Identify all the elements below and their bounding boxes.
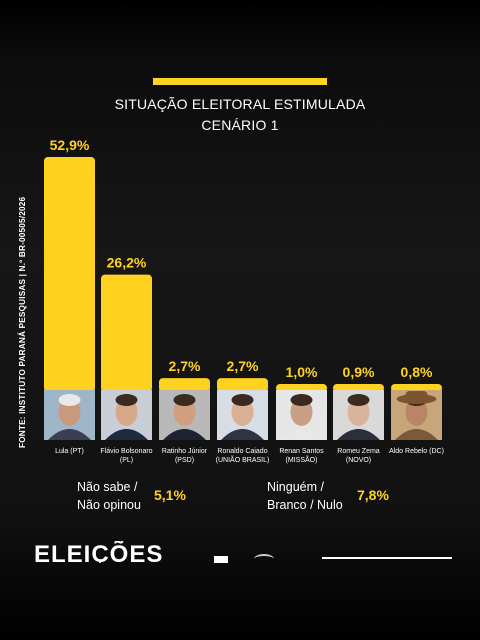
candidate-photo-5 — [333, 390, 384, 440]
photo-shoulders-1 — [105, 429, 148, 440]
extra-label-nao-sabe: Não sabe / Não opinou — [77, 478, 141, 514]
footer-divider — [322, 557, 452, 559]
value-label-0: 52,9% — [50, 137, 90, 153]
category-label-0: Lula (PT) — [55, 448, 84, 455]
photo-hair-0 — [58, 394, 81, 406]
photo-hair-3 — [231, 394, 254, 406]
candidate-photo-1 — [101, 390, 152, 440]
category-label-6: Aldo Rebelo (DC) — [389, 448, 444, 455]
category-label-3: Ronaldo Caiado — [217, 448, 267, 455]
photo-hat-crown-6 — [405, 391, 428, 400]
value-label-3: 2,7% — [227, 358, 259, 374]
value-label-5: 0,9% — [343, 364, 375, 380]
bar-1 — [101, 274, 152, 392]
extra-value-ninguem: 7,8% — [357, 487, 389, 503]
accent-bar — [153, 78, 327, 85]
category-sublabel-2: (PSD) — [175, 457, 194, 464]
value-label-6: 0,8% — [401, 364, 433, 380]
value-label-1: 26,2% — [107, 255, 147, 271]
photo-hair-1 — [115, 394, 138, 406]
photo-hair-2 — [173, 394, 196, 406]
candidate-photo-4 — [276, 390, 327, 440]
photo-shoulders-2 — [163, 429, 206, 440]
photo-shoulders-3 — [221, 429, 264, 440]
candidate-photo-2 — [159, 390, 210, 440]
photo-shoulders-0 — [48, 429, 91, 440]
category-sublabel-4: (MISSÃO) — [286, 455, 318, 464]
footer-mark-icon — [254, 554, 274, 564]
category-label-2: Ratinho Júnior — [162, 448, 208, 455]
bar-0 — [44, 157, 95, 392]
category-sublabel-5: (NOVO) — [346, 457, 371, 464]
extra-label-ninguem: Ninguém / Branco / Nulo — [267, 478, 343, 514]
category-label-4: Renan Santos — [279, 448, 324, 455]
value-label-2: 2,7% — [169, 358, 201, 374]
chart-subtitle: CENÁRIO 1 — [201, 117, 279, 133]
footer-logo-icon — [214, 556, 228, 563]
footer-brand: ELEIÇÕES — [34, 541, 164, 563]
candidate-photo-6 — [391, 390, 442, 440]
bar-2 — [159, 378, 210, 392]
extra-label-nao-sabe-line2: Não opinou — [77, 498, 141, 512]
category-label-1: Flávio Bolsonaro — [100, 448, 152, 455]
photo-hair-4 — [290, 394, 313, 406]
extra-label-nao-sabe-line1: Não sabe / — [77, 480, 138, 494]
chart-title: SITUAÇÃO ELEITORAL ESTIMULADA — [114, 96, 366, 112]
photo-shoulders-4 — [280, 429, 323, 440]
category-sublabel-1: (PL) — [120, 457, 133, 464]
photo-shoulders-5 — [337, 429, 380, 440]
bar-3 — [217, 378, 268, 392]
candidate-photo-3 — [217, 390, 268, 440]
category-label-5: Romeu Zema — [337, 448, 380, 455]
photo-hair-5 — [347, 394, 370, 406]
photo-shoulders-6 — [395, 429, 438, 440]
extra-value-nao-sabe: 5,1% — [154, 487, 186, 503]
candidate-photo-0 — [44, 390, 95, 440]
extra-label-ninguem-line2: Branco / Nulo — [267, 498, 343, 512]
value-label-4: 1,0% — [286, 364, 318, 380]
category-sublabel-3: (UNIÃO BRASIL) — [216, 455, 270, 464]
extra-label-ninguem-line1: Ninguém / — [267, 480, 324, 494]
